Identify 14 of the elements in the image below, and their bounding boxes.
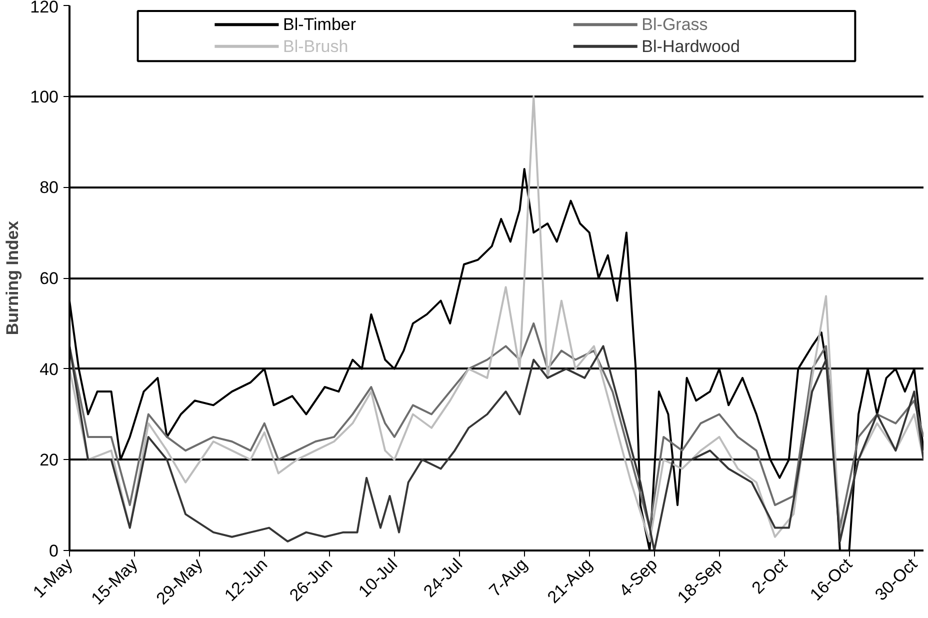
legend-label: Bl-Brush xyxy=(283,36,348,56)
line-series xyxy=(70,95,924,542)
y-tick-label: 20 xyxy=(40,450,59,470)
y-tick-label: 0 xyxy=(49,542,59,560)
y-tick-label: 60 xyxy=(40,269,59,288)
legend-label: Bl-Grass xyxy=(642,15,708,34)
legend-label: Bl-Hardwood xyxy=(642,36,740,56)
y-tick-label: 80 xyxy=(40,178,59,198)
line-series xyxy=(70,322,924,529)
y-tick-label: 40 xyxy=(40,360,59,379)
y-axis-title: Burning Index xyxy=(3,220,22,336)
legend-label: Bl-Timber xyxy=(283,15,356,34)
y-tick-label: 120 xyxy=(30,0,59,16)
y-tick-label: 100 xyxy=(30,87,59,106)
